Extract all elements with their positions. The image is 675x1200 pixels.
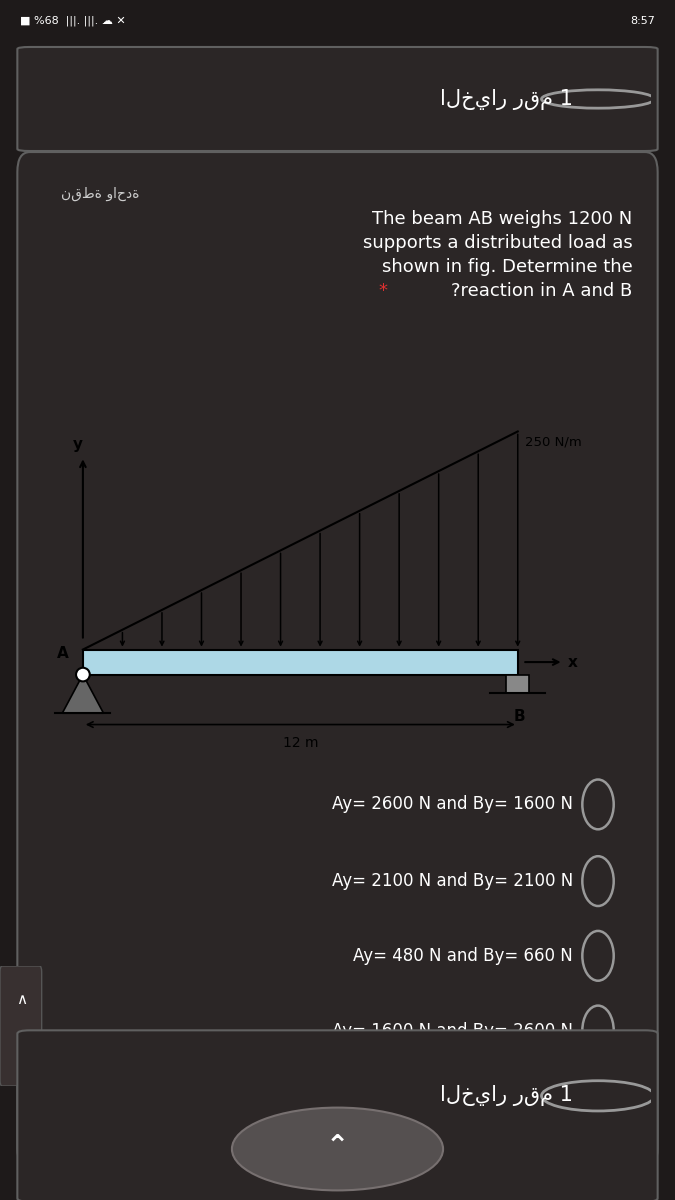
Text: Ay= 1600 N and By= 2600 N: Ay= 1600 N and By= 2600 N: [332, 1021, 573, 1039]
Bar: [506, 674, 529, 692]
Text: 12 m: 12 m: [283, 736, 318, 750]
Circle shape: [232, 1108, 443, 1190]
Text: ⌃: ⌃: [326, 1133, 349, 1162]
Text: y: y: [74, 437, 83, 452]
Text: ∨: ∨: [16, 1045, 28, 1060]
Text: ?reaction in A and B: ?reaction in A and B: [452, 282, 632, 300]
Text: الخيار رقم 1: الخيار رقم 1: [440, 1085, 573, 1106]
Text: Ay= 480 N and By= 660 N: Ay= 480 N and By= 660 N: [353, 947, 573, 965]
Text: x: x: [568, 654, 578, 670]
Text: A: A: [57, 646, 69, 661]
Text: B: B: [513, 709, 524, 724]
Text: 250 N/m: 250 N/m: [524, 436, 581, 449]
Text: 8:57: 8:57: [630, 16, 655, 26]
Text: Ay= 2100 N and By= 2100 N: Ay= 2100 N and By= 2100 N: [331, 872, 573, 890]
Text: Ay= 2600 N and By= 1600 N: Ay= 2600 N and By= 1600 N: [332, 796, 573, 814]
Text: ■ %68  |||. |||. ☁ ✕: ■ %68 |||. |||. ☁ ✕: [20, 16, 126, 26]
Circle shape: [76, 667, 90, 682]
Bar: [83, 649, 518, 674]
FancyBboxPatch shape: [0, 966, 42, 1086]
Text: الخيار رقم 1: الخيار رقم 1: [440, 89, 573, 109]
FancyBboxPatch shape: [18, 1031, 657, 1200]
Polygon shape: [62, 674, 103, 713]
FancyBboxPatch shape: [18, 152, 657, 1168]
Text: The beam AB weighs 1200 N: The beam AB weighs 1200 N: [373, 210, 632, 228]
Text: نقطة واحدة: نقطة واحدة: [61, 187, 140, 202]
FancyBboxPatch shape: [18, 47, 657, 151]
Text: shown in fig. Determine the: shown in fig. Determine the: [382, 258, 632, 276]
Text: supports a distributed load as: supports a distributed load as: [362, 234, 632, 252]
Text: ∧: ∧: [16, 992, 28, 1007]
Text: *: *: [378, 282, 387, 300]
